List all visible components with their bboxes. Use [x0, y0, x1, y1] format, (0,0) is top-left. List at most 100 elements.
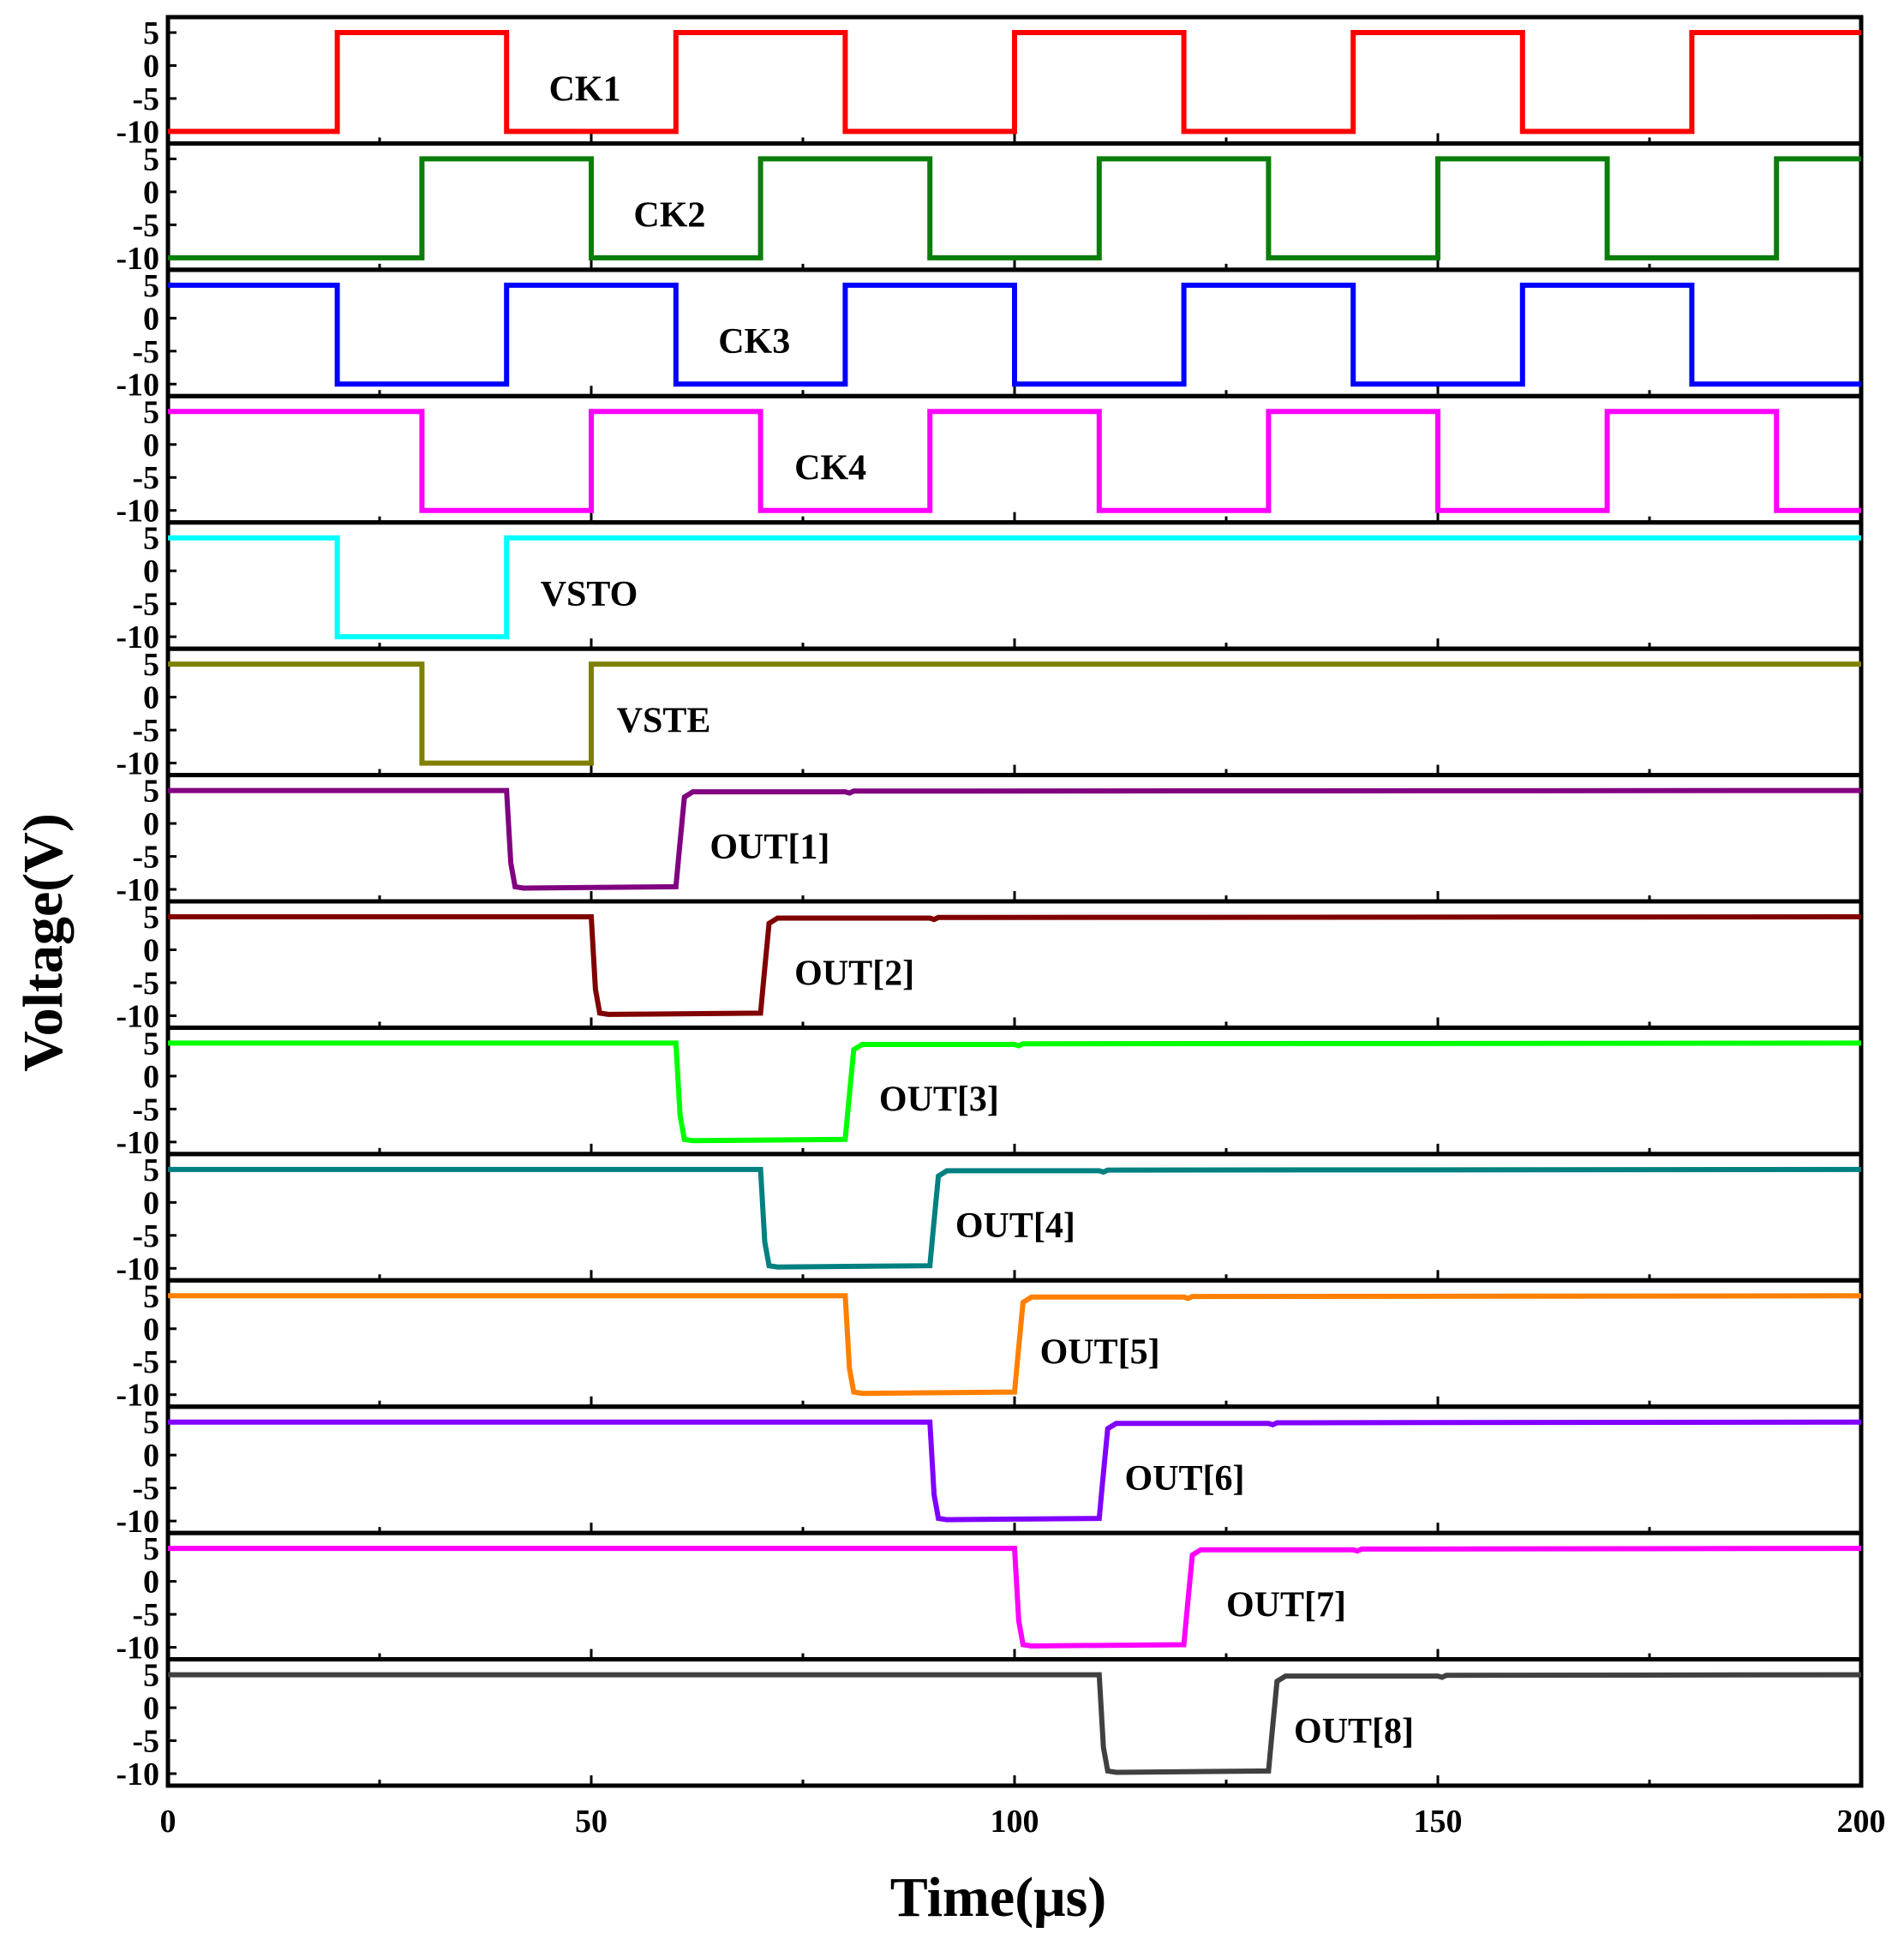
y-tick-label: -10 — [116, 619, 159, 655]
x-tick-label: 200 — [1837, 1804, 1886, 1840]
y-tick-label: -5 — [132, 1092, 159, 1128]
x-tick-label: 100 — [991, 1804, 1039, 1840]
y-tick-label: -10 — [116, 114, 159, 150]
y-tick-label: -5 — [132, 1471, 159, 1507]
series-label-out8: OUT[8] — [1294, 1712, 1414, 1751]
y-tick-label: 0 — [143, 1312, 159, 1348]
series-line-ck3 — [168, 282, 1861, 387]
y-tick-label: 0 — [143, 1059, 159, 1095]
y-tick-label: -5 — [132, 587, 159, 623]
series-line-out2 — [168, 914, 1862, 1017]
y-tick-label: -10 — [116, 1504, 159, 1540]
y-tick-label: 5 — [143, 647, 159, 683]
series-label-out4: OUT[4] — [955, 1206, 1075, 1246]
x-tick-label: 0 — [160, 1804, 177, 1840]
series-label-out2: OUT[2] — [794, 954, 914, 993]
series-label-out6: OUT[6] — [1124, 1459, 1244, 1499]
y-tick-label: 5 — [143, 521, 159, 557]
x-tick-label: 50 — [575, 1804, 608, 1840]
x-axis: 0 50 100 150 200 — [160, 1804, 1886, 1840]
y-tick-label: -5 — [132, 207, 159, 243]
series-label-out7: OUT[7] — [1226, 1585, 1346, 1625]
series-line-out4 — [168, 1166, 1862, 1270]
y-tick-label: -5 — [132, 81, 159, 117]
y-tick-label: 0 — [143, 1565, 159, 1601]
series-line-out6 — [168, 1419, 1862, 1523]
series-line-ck4 — [168, 409, 1861, 513]
y-tick-label: -10 — [116, 1251, 159, 1287]
panel-out2: 50-5-10 OUT[2] — [116, 899, 1864, 1034]
panel-frame — [165, 773, 1864, 904]
y-tick-label: 5 — [143, 1531, 159, 1567]
y-tick-label: 0 — [143, 1691, 159, 1727]
series-line-vsto — [168, 535, 1861, 640]
series-label-vsto: VSTO — [541, 575, 638, 614]
panel-ck3: 50-5-10 CK3 — [116, 267, 1864, 403]
y-tick-label: 5 — [143, 1026, 159, 1062]
series-label-out3: OUT[3] — [879, 1080, 999, 1120]
series-label-ck2: CK2 — [633, 196, 705, 236]
y-tick-label: -5 — [132, 460, 159, 496]
y-tick-label: -5 — [132, 713, 159, 749]
y-tick-label: -10 — [116, 494, 159, 530]
panel-out6: 50-5-10 OUT[6] — [116, 1404, 1864, 1540]
y-tick-label: -10 — [116, 1125, 159, 1161]
y-tick-label: -10 — [116, 1378, 159, 1414]
y-tick-label: 0 — [143, 175, 159, 211]
series-line-out7 — [168, 1546, 1862, 1649]
series-label-ck4: CK4 — [794, 449, 866, 488]
series-line-ck2 — [168, 156, 1861, 260]
series-line-out5 — [168, 1293, 1862, 1397]
series-label-out5: OUT[5] — [1040, 1333, 1160, 1373]
y-tick-label: 0 — [143, 301, 159, 337]
x-tick-label: 150 — [1414, 1804, 1463, 1840]
series-line-ck1 — [168, 30, 1861, 135]
y-tick-label: 0 — [143, 554, 159, 589]
y-tick-label: -5 — [132, 1597, 159, 1633]
series-label-ck3: CK3 — [718, 322, 790, 362]
panel-out4: 50-5-10 OUT[4] — [116, 1152, 1864, 1287]
y-tick-label: 5 — [143, 268, 159, 304]
panel-vste: 50-5-10 VSTE — [116, 646, 1864, 782]
y-tick-label: -5 — [132, 1344, 159, 1380]
y-tick-label: 5 — [143, 900, 159, 936]
y-tick-label: 5 — [143, 141, 159, 177]
series-label-vste: VSTE — [617, 701, 711, 740]
y-tick-label: -5 — [132, 1724, 159, 1760]
y-tick-label: -10 — [116, 998, 159, 1034]
series-label-ck1: CK1 — [549, 69, 621, 109]
y-tick-label: 0 — [143, 1438, 159, 1474]
series-line-out3 — [168, 1040, 1862, 1144]
y-tick-label: 5 — [143, 1405, 159, 1441]
y-tick-label: 0 — [143, 1185, 159, 1221]
y-axis-title: Voltage(V) — [12, 813, 75, 1072]
panel-ck2: 50-5-10 CK2 — [116, 141, 1864, 277]
y-tick-label: 0 — [143, 680, 159, 716]
y-tick-label: 5 — [143, 15, 159, 51]
y-tick-label: 5 — [143, 394, 159, 430]
panel-out8: 50-5-10 OUT[8] — [116, 1657, 1864, 1792]
y-tick-label: 0 — [143, 48, 159, 84]
series-line-out1 — [168, 787, 1862, 891]
series-line-vste — [168, 661, 1861, 766]
panel-frame — [165, 899, 1864, 1030]
y-tick-label: -5 — [132, 840, 159, 876]
y-tick-label: -5 — [132, 966, 159, 1002]
y-tick-label: 5 — [143, 774, 159, 810]
y-tick-label: 0 — [143, 428, 159, 464]
panel-out1: 50-5-10 OUT[1] — [116, 773, 1864, 908]
y-tick-label: -10 — [116, 1631, 159, 1667]
panel-ck4: 50-5-10 CK4 — [116, 393, 1864, 530]
y-tick-label: -5 — [132, 334, 159, 370]
y-tick-label: -10 — [116, 746, 159, 782]
y-tick-label: -10 — [116, 367, 159, 403]
panel-out7: 50-5-10 OUT[7] — [116, 1530, 1864, 1667]
x-axis-title: Time(μs) — [890, 1866, 1107, 1929]
y-tick-label: -10 — [116, 241, 159, 277]
y-tick-label: -5 — [132, 1218, 159, 1254]
y-tick-label: 5 — [143, 1152, 159, 1188]
panel-frame — [165, 520, 1864, 651]
panel-out3: 50-5-10 OUT[3] — [116, 1025, 1864, 1161]
panel-vsto: 50-5-10 VSTO — [116, 520, 1864, 655]
y-tick-label: -10 — [116, 1756, 159, 1792]
